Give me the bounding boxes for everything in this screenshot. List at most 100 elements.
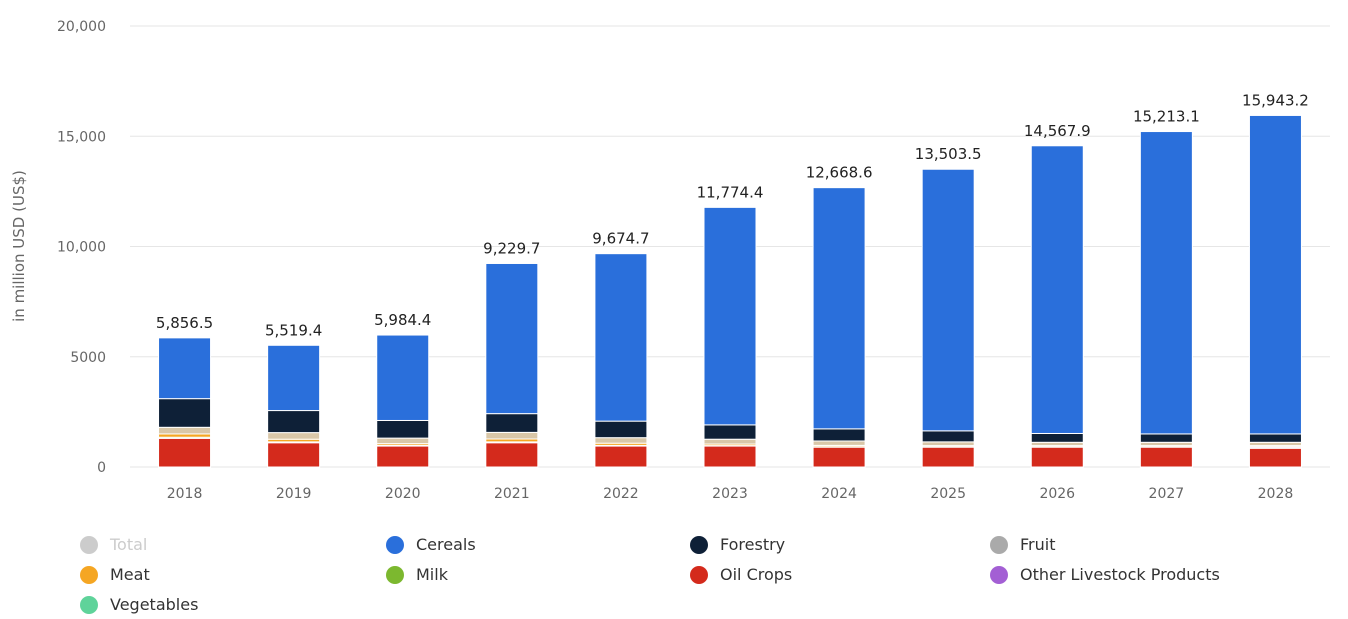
bars	[158, 114, 1302, 468]
legend-item-fruit[interactable]: Fruit	[990, 535, 1055, 554]
legend-color-swatch	[80, 595, 98, 614]
bar-segment-oil-crops	[376, 445, 430, 468]
legend-label: Vegetables	[110, 595, 199, 614]
x-tick-label: 2019	[276, 486, 312, 502]
bar-segment-forestry	[921, 430, 975, 443]
total-data-label: 15,213.1	[1133, 108, 1200, 126]
bar-segment-oil-crops	[921, 446, 975, 468]
y-tick-label: 5000	[70, 350, 106, 366]
total-data-label: 12,668.6	[806, 164, 873, 182]
bar-segment-oil-crops	[485, 442, 539, 468]
legend-label: Milk	[416, 565, 448, 584]
x-tick-label: 2022	[603, 486, 639, 502]
bar-segment-oil-crops	[1030, 446, 1084, 468]
total-data-label: 5,984.4	[374, 311, 431, 329]
legend-item-cereals[interactable]: Cereals	[386, 535, 476, 554]
bar-segment-cereals	[703, 206, 757, 426]
total-data-label: 14,567.9	[1024, 122, 1091, 140]
total-data-label: 5,856.5	[156, 314, 213, 332]
bar-segment-fruit	[376, 437, 430, 445]
x-tick-label: 2020	[385, 486, 421, 502]
bar-segment-forestry	[1248, 433, 1302, 443]
bar-segment-cereals	[812, 187, 866, 430]
bar-segment-fruit	[158, 426, 212, 435]
bar-segment-fruit	[485, 431, 539, 440]
y-tick-label: 0	[97, 460, 106, 476]
legend-item-forestry[interactable]: Forestry	[690, 535, 785, 554]
bar-segment-fruit	[703, 438, 757, 445]
total-data-label: 11,774.4	[697, 183, 764, 201]
legend-item-oil-crops[interactable]: Oil Crops	[690, 565, 792, 584]
total-data-label: 9,229.7	[483, 239, 540, 257]
legend-color-swatch	[690, 535, 708, 554]
bar-segment-oil-crops	[594, 445, 648, 468]
legend-item-vegetables[interactable]: Vegetables	[80, 595, 198, 614]
x-tick-label: 2026	[1039, 486, 1075, 502]
bar-segment-cereals	[1030, 145, 1084, 434]
x-tick-label: 2028	[1258, 486, 1294, 502]
legend-item-meat[interactable]: Meat	[80, 565, 150, 584]
x-tick-label: 2025	[930, 486, 966, 502]
y-axis-ticks: 0 5000 10,000 15,000 20,000	[57, 19, 106, 476]
bar-segment-forestry	[376, 419, 430, 439]
bar-segment-fruit	[812, 440, 866, 446]
total-data-label: 13,503.5	[915, 145, 982, 163]
legend-label: Other Livestock Products	[1020, 565, 1220, 584]
x-tick-label: 2021	[494, 486, 530, 502]
bar-segment-cereals	[158, 337, 212, 400]
legend-color-swatch	[990, 565, 1008, 584]
legend-color-swatch	[990, 535, 1008, 554]
legend-color-swatch	[386, 565, 404, 584]
bar-segment-fruit	[267, 432, 321, 440]
legend-color-swatch	[80, 535, 98, 554]
bar-segment-cereals	[594, 253, 648, 422]
legend-item-total[interactable]: Total	[80, 535, 147, 554]
legend-label: Total	[110, 535, 148, 554]
bar-segment-oil-crops	[1139, 446, 1193, 468]
x-tick-label: 2024	[821, 486, 857, 502]
bar-segment-forestry	[267, 410, 321, 434]
y-tick-label: 15,000	[57, 129, 106, 145]
legend-label: Fruit	[1020, 535, 1056, 554]
bar-segment-cereals	[485, 262, 539, 415]
legend-item-other-livestock-products[interactable]: Other Livestock Products	[990, 565, 1220, 584]
bar-segment-oil-crops	[703, 445, 757, 468]
legend-label: Cereals	[416, 535, 476, 554]
bar-segment-forestry	[1030, 432, 1084, 443]
bar-segment-forestry	[812, 428, 866, 442]
bar-segment-forestry	[1139, 433, 1193, 443]
y-tick-label: 10,000	[57, 240, 106, 256]
legend-color-swatch	[80, 565, 98, 584]
y-axis-title: in million USD (US$)	[10, 170, 28, 322]
bar-segment-cereals	[1139, 131, 1193, 435]
legend-item-milk[interactable]: Milk	[386, 565, 448, 584]
bar-segment-oil-crops	[158, 437, 212, 468]
total-data-label: 5,519.4	[265, 321, 322, 339]
bar-segment-cereals	[267, 344, 321, 412]
bar-segment-forestry	[485, 413, 539, 433]
legend-color-swatch	[386, 535, 404, 554]
bar-segment-forestry	[703, 424, 757, 440]
total-data-labels: 5,856.5 5,519.4 5,984.4 9,229.7 9,674.7 11,77…	[156, 91, 1309, 339]
legend-color-swatch	[690, 565, 708, 584]
y-tick-label: 20,000	[57, 19, 106, 35]
bar-segment-forestry	[158, 398, 212, 428]
bar-segment-cereals	[921, 168, 975, 432]
legend-label: Meat	[110, 565, 150, 584]
bar-segment-forestry	[594, 420, 648, 439]
bar-segment-fruit	[921, 441, 975, 447]
x-tick-label: 2023	[712, 486, 748, 502]
bar-segment-oil-crops	[1248, 447, 1302, 468]
total-data-label: 9,674.7	[592, 230, 649, 248]
bar-segment-cereals	[1248, 114, 1302, 435]
legend-label: Forestry	[720, 535, 786, 554]
bar-segment-oil-crops	[267, 442, 321, 468]
total-data-label: 15,943.2	[1242, 91, 1309, 109]
x-axis-ticks: 2018 2019 2020 2021 2022 2023 2024 2025 2026 2027…	[167, 486, 1294, 502]
legend-label: Oil Crops	[720, 565, 793, 584]
x-tick-label: 2027	[1149, 486, 1185, 502]
bar-segment-oil-crops	[812, 446, 866, 468]
x-tick-label: 2018	[167, 486, 203, 502]
